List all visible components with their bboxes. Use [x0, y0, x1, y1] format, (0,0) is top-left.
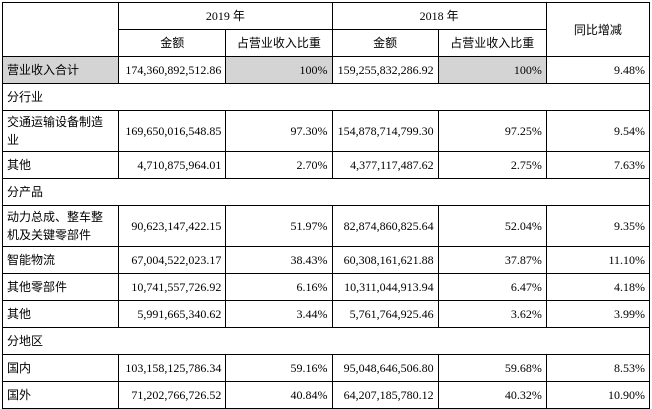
amount-2019-cell: 103,158,125,786.34 [118, 354, 227, 382]
header-year-2019: 2019 年 [118, 2, 333, 30]
amount-2018-cell: 4,377,117,487.62 [331, 151, 439, 179]
table-row: 智能物流 67,004,522,023.17 38.43% 60,308,161,62… [1, 246, 651, 274]
yoy-change-cell: 7.63% [545, 151, 651, 179]
table-row: 营业收入合计 174,360,892,512.86 100% 159,255,832,… [1, 56, 651, 84]
row-label-cell: 其他零部件 [1, 273, 120, 301]
section-row: 分行业 [2, 83, 650, 111]
amount-2019-cell: 90,623,147,422.15 [118, 205, 227, 247]
table-row: 国外 71,202,766,726.52 40.84% 64,207,185,780.… [1, 381, 651, 409]
share-2018-cell: 100% [437, 56, 547, 84]
amount-2018-cell: 60,308,161,621.88 [331, 246, 439, 274]
section-label: 分地区 [2, 327, 650, 355]
table-row: 交通运输设备制造业 169,650,016,548.85 97.30% 154,878… [1, 110, 651, 152]
amount-2018-cell: 64,207,185,780.12 [331, 381, 439, 409]
amount-2019-cell: 10,741,557,726.92 [118, 273, 227, 301]
header-share-2019: 占营业收入比重 [225, 29, 333, 57]
amount-2018-cell: 10,311,044,913.94 [331, 273, 439, 301]
share-2019-cell: 97.30% [225, 110, 333, 152]
share-2018-cell: 3.62% [437, 300, 547, 328]
row-label-cell: 营业收入合计 [1, 56, 120, 84]
table-body: 营业收入合计 174,360,892,512.86 100% 159,255,832,… [1, 56, 651, 409]
row-label-cell: 动力总成、整车整机及关键零部件 [1, 205, 120, 247]
amount-2019-cell: 5,991,665,340.62 [118, 300, 227, 328]
section-row: 分产品 [2, 178, 650, 206]
amount-2019-cell: 4,710,875,964.01 [118, 151, 227, 179]
yoy-change-cell: 4.18% [545, 273, 651, 301]
amount-2019-cell: 67,004,522,023.17 [118, 246, 227, 274]
header-share-2018: 占营业收入比重 [437, 29, 547, 57]
share-2019-cell: 59.16% [225, 354, 333, 382]
share-2018-cell: 59.68% [437, 354, 547, 382]
row-label-cell: 交通运输设备制造业 [1, 110, 120, 152]
share-2019-cell: 3.44% [225, 300, 333, 328]
header-amount-2018: 金额 [331, 29, 439, 57]
amount-2018-cell: 154,878,714,799.30 [331, 110, 439, 152]
amount-2018-cell: 95,048,646,506.80 [331, 354, 439, 382]
share-2019-cell: 6.16% [225, 273, 333, 301]
table-row: 其他 5,991,665,340.62 3.44% 5,761,764,925.46 3… [1, 300, 651, 328]
row-label-cell: 国内 [1, 354, 120, 382]
row-label-cell: 国外 [1, 381, 120, 409]
section-label: 分行业 [2, 83, 650, 111]
share-2019-cell: 100% [225, 56, 333, 84]
share-2018-cell: 37.87% [437, 246, 547, 274]
row-label-cell: 智能物流 [1, 246, 120, 274]
share-2019-cell: 51.97% [225, 205, 333, 247]
amount-2019-cell: 174,360,892,512.86 [118, 56, 227, 84]
share-2018-cell: 6.47% [437, 273, 547, 301]
row-label-cell: 其他 [1, 300, 120, 328]
share-2019-cell: 2.70% [225, 151, 333, 179]
amount-2019-cell: 71,202,766,726.52 [118, 381, 227, 409]
amount-2018-cell: 82,874,860,825.64 [331, 205, 439, 247]
amount-2018-cell: 159,255,832,286.92 [331, 56, 439, 84]
header-corner-cell [1, 2, 120, 57]
header-amount-2019: 金额 [118, 29, 227, 57]
section-label: 分产品 [2, 178, 650, 206]
share-2019-cell: 40.84% [225, 381, 333, 409]
yoy-change-cell: 9.54% [545, 110, 651, 152]
share-2018-cell: 97.25% [437, 110, 547, 152]
header-yoy-change: 同比增减 [545, 2, 651, 57]
share-2019-cell: 38.43% [225, 246, 333, 274]
table-row: 其他 4,710,875,964.01 2.70% 4,377,117,487.62 2… [1, 151, 651, 179]
table-row: 动力总成、整车整机及关键零部件 90,623,147,422.15 51.97% 82… [1, 205, 651, 247]
table-row: 其他零部件 10,741,557,726.92 6.16% 10,311,044,91… [1, 273, 651, 301]
yoy-change-cell: 8.53% [545, 354, 651, 382]
yoy-change-cell: 9.35% [545, 205, 651, 247]
table-header: 2019 年 2018 年 同比增减 金额 占营业收入比重 金额 占营业收入比重 [1, 2, 651, 57]
share-2018-cell: 40.32% [437, 381, 547, 409]
amount-2019-cell: 169,650,016,548.85 [118, 110, 227, 152]
header-year-2018: 2018 年 [331, 2, 547, 30]
amount-2018-cell: 5,761,764,925.46 [331, 300, 439, 328]
yoy-change-cell: 11.10% [545, 246, 651, 274]
table-row: 国内 103,158,125,786.34 59.16% 95,048,646,506… [1, 354, 651, 382]
row-label-cell: 其他 [1, 151, 120, 179]
share-2018-cell: 2.75% [437, 151, 547, 179]
yoy-change-cell: 9.48% [545, 56, 651, 84]
yoy-change-cell: 3.99% [545, 300, 651, 328]
share-2018-cell: 52.04% [437, 205, 547, 247]
yoy-change-cell: 10.90% [545, 381, 651, 409]
section-row: 分地区 [2, 327, 650, 355]
